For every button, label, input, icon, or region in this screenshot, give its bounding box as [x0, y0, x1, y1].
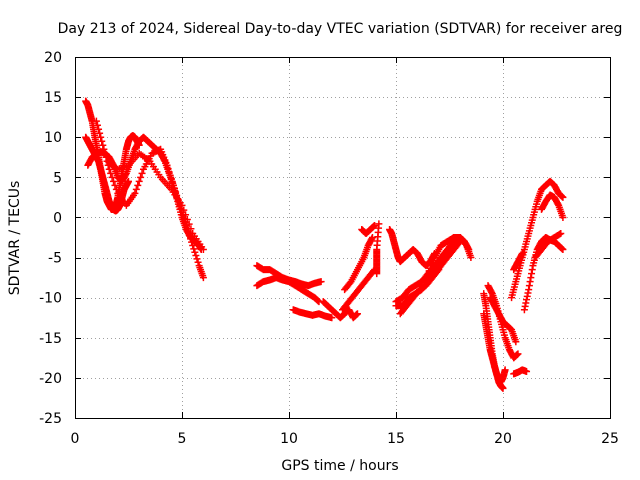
- data-point: [99, 142, 106, 149]
- y-tick-label: -10: [39, 291, 62, 307]
- series-arc-15: [393, 234, 475, 305]
- chart-title: Day 213 of 2024, Sidereal Day-to-day VTE…: [58, 21, 623, 37]
- series-arc-13: [358, 222, 378, 237]
- y-tick-label: -5: [48, 251, 62, 267]
- series-arc-7: [253, 274, 322, 305]
- chart-root: 0 5 10 15 20 25 -25 -20 -15 -10 -5 0 5 10 15 20 Day 213…: [0, 0, 640, 480]
- x-tick-label: 25: [601, 431, 619, 447]
- series-arc-27: [510, 366, 530, 377]
- data-point: [137, 174, 144, 181]
- x-tick-label: 20: [494, 431, 512, 447]
- data-point: [134, 182, 141, 189]
- data-point: [136, 178, 143, 185]
- series-arc-11: [341, 234, 376, 293]
- data-point: [192, 252, 199, 259]
- y-tick-label: 5: [53, 170, 62, 186]
- y-tick-label: 15: [44, 90, 62, 106]
- y-tick-label: -15: [39, 331, 62, 347]
- grid-layer: [75, 57, 610, 418]
- x-tick-label: 0: [71, 431, 80, 447]
- plot-frame: [76, 58, 611, 419]
- y-tick-label: 10: [44, 130, 62, 146]
- data-point: [193, 255, 200, 262]
- x-tick-label: 15: [387, 431, 405, 447]
- data-point: [191, 249, 198, 256]
- data-point: [139, 170, 146, 177]
- y-tick-label: -20: [39, 371, 62, 387]
- y-axis-label: SDTVAR / TECUs: [7, 181, 23, 296]
- tick-layer: 0 5 10 15 20 25 -25 -20 -15 -10 -5 0 5 10 15 20: [39, 50, 619, 447]
- data-point: [133, 186, 140, 193]
- y-tick-label: 20: [44, 50, 62, 66]
- sdtvar-scatter-chart: 0 5 10 15 20 25 -25 -20 -15 -10 -5 0 5 10 15 20 Day 213…: [0, 0, 640, 480]
- series-arc-23: [508, 178, 566, 301]
- data-points: [82, 98, 566, 392]
- x-tick-label: 5: [178, 431, 187, 447]
- y-tick-label: -25: [39, 411, 62, 427]
- x-tick-label: 10: [280, 431, 298, 447]
- x-axis-label: GPS time / hours: [281, 458, 398, 474]
- y-tick-label: 0: [53, 210, 62, 226]
